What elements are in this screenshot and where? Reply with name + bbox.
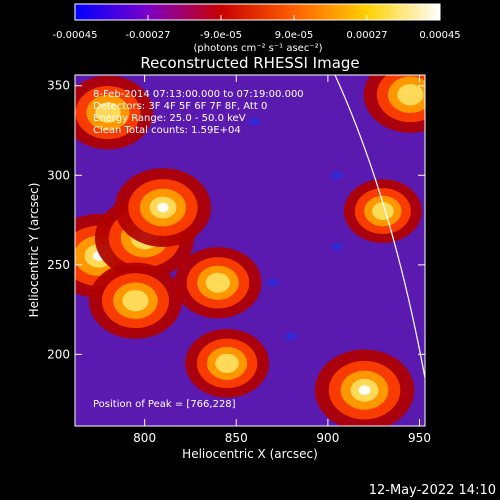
- colorbar: [74, 3, 441, 21]
- heatmap-region: [358, 385, 371, 396]
- heatmap-speckle: [285, 332, 298, 341]
- heatmap-region: [95, 102, 121, 123]
- peak-position-label: Position of Peak = [766,228]: [93, 399, 236, 410]
- heatmap-speckle: [331, 242, 344, 251]
- heatmap-blobs: [75, 75, 425, 426]
- solar-limb: [334, 75, 425, 379]
- chart-title: Reconstructed RHESSI Image: [140, 54, 359, 72]
- heatmap-region: [371, 202, 394, 221]
- annotation-line: Detectors: 3F 4F 5F 6F 7F 8F, Att 0: [93, 101, 267, 112]
- colorbar-tick-label: -0.00027: [126, 30, 171, 41]
- colorbar-ticks: -0.00045 -0.00027 -9.0e-05 9.0e-05 0.00027 0.…: [53, 15, 461, 41]
- y-tick-label: 250: [47, 258, 70, 272]
- heatmap-speckle: [248, 117, 261, 126]
- annotation-line: Energy Range: 25.0 - 50.0 keV: [93, 113, 246, 124]
- heatmap-region: [397, 84, 424, 106]
- heatmap-region: [157, 202, 169, 213]
- heatmap-speckle: [331, 171, 344, 180]
- heatmap-region: [205, 272, 231, 293]
- x-tick-label: 850: [225, 431, 248, 445]
- plot-frame: [74, 74, 426, 427]
- plot-area: [75, 75, 425, 426]
- colorbar-tick-label: 9.0e-05: [275, 30, 313, 41]
- heatmap-region: [122, 289, 149, 312]
- annotation-line: 8-Feb-2014 07:13:00.000 to 07:19:00.000: [93, 89, 304, 100]
- annotation-line: Clean Total counts: 1.59E+04: [93, 125, 241, 136]
- annotations: 8-Feb-2014 07:13:00.000 to 07:19:00.000D…: [93, 89, 304, 136]
- x-tick-label: 800: [133, 431, 156, 445]
- x-tick-label: 900: [316, 431, 339, 445]
- heatmap-region: [215, 353, 239, 373]
- y-tick-label: 350: [47, 79, 70, 93]
- colorbar-unit-label: (photons cm⁻² s⁻¹ asec⁻²): [193, 43, 322, 54]
- heatmap-speckle: [266, 278, 279, 287]
- x-axis-label: Heliocentric X (arcsec): [182, 447, 318, 461]
- y-axis-ticks: 200 250 300 350: [47, 79, 425, 361]
- y-tick-label: 300: [47, 168, 70, 182]
- colorbar-tick-label: 0.00045: [419, 30, 460, 41]
- colorbar-tick-label: -0.00045: [53, 30, 98, 41]
- y-tick-label: 200: [47, 347, 70, 361]
- colorbar-tick-label: -9.0e-05: [200, 30, 242, 41]
- footer-timestamp: 12-May-2022 14:10: [369, 483, 496, 498]
- colorbar-tick-label: 0.00027: [346, 30, 387, 41]
- x-axis-ticks: 800 850 900 950: [133, 75, 431, 445]
- y-axis-label: Heliocentric Y (arcsec): [27, 183, 41, 318]
- x-tick-label: 950: [408, 431, 431, 445]
